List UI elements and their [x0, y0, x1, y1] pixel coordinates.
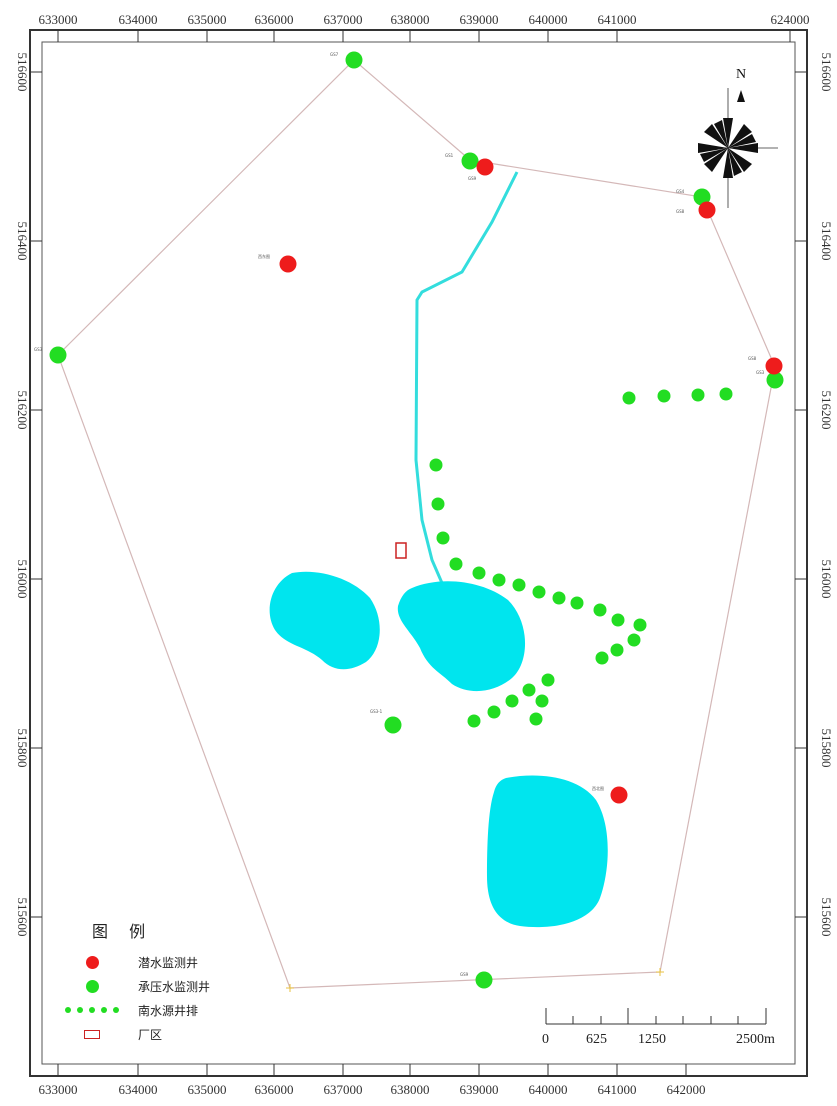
plant-area — [395, 542, 407, 559]
well-label: GS9 — [460, 972, 469, 977]
bottom-tick-label: 633000 — [39, 1082, 78, 1097]
bottom-tick-label: 635000 — [188, 1082, 227, 1097]
top-tick-label: 624000 — [771, 12, 810, 27]
legend: 图 例 潜水监测井 承压水监测井 南水源井排 厂区 — [62, 918, 262, 1046]
pond-south — [487, 775, 608, 928]
right-tick-label: 515800 — [819, 729, 834, 768]
well-labels: GS7 GS1 GS9 GS4 GS8 西东图 GS3 GS8 GS3 GS3-… — [34, 52, 765, 977]
top-tick-label: 637000 — [324, 12, 363, 27]
well-label: GS8 — [676, 209, 685, 214]
confined-well — [766, 371, 784, 389]
left-tick-label: 515600 — [15, 898, 30, 937]
pond-central — [397, 581, 526, 692]
right-tick-label: 516400 — [819, 222, 834, 261]
river — [414, 171, 519, 584]
bottom-tick-label: 640000 — [529, 1082, 568, 1097]
phreatic-well — [279, 255, 297, 273]
well-label: GS8 — [748, 356, 757, 361]
bottom-tick-label: 638000 — [391, 1082, 430, 1097]
scale-label: 625 — [586, 1032, 607, 1047]
left-tick-label: 515800 — [15, 729, 30, 768]
bottom-tick-label: 641000 — [598, 1082, 637, 1097]
left-tick-label: 516600 — [15, 53, 30, 92]
bottom-tick-label: 639000 — [460, 1082, 499, 1097]
top-tick-label: 641000 — [598, 12, 637, 27]
well-label: GS9 — [468, 176, 477, 181]
map-frame-inner — [41, 41, 796, 1065]
well-label: GS3 — [34, 347, 43, 352]
well-label: GS4 — [676, 189, 685, 194]
phreatic-well — [610, 786, 628, 804]
boundary-vertex-markers — [286, 968, 664, 992]
confined-well — [693, 188, 711, 206]
red-dot-icon — [85, 955, 99, 969]
top-tick-label: 635000 — [188, 12, 227, 27]
north-label: N — [736, 67, 746, 82]
green-dot-icon — [85, 979, 99, 993]
top-tick-label: 639000 — [460, 12, 499, 27]
right-tick-label: 516600 — [819, 53, 834, 92]
plant-rect-icon — [84, 1029, 100, 1039]
top-tick-label: 633000 — [39, 12, 78, 27]
bottom-tick-label: 642000 — [667, 1082, 706, 1097]
legend-label: 厂区 — [138, 1027, 163, 1042]
bottom-tick-label: 637000 — [324, 1082, 363, 1097]
legend-label: 南水源井排 — [138, 1003, 199, 1018]
pond-west — [269, 571, 380, 670]
legend-label: 潜水监测井 — [138, 955, 199, 970]
well-label: GS3-1 — [370, 709, 383, 714]
legend-title: 图 例 — [92, 922, 154, 941]
south-source-well-row — [429, 387, 733, 728]
bottom-tick-label: 634000 — [119, 1082, 158, 1097]
legend-item: 厂区 — [62, 1022, 262, 1046]
confined-well — [475, 971, 493, 989]
bottom-tick-label: 636000 — [255, 1082, 294, 1097]
left-tick-label: 516000 — [15, 560, 30, 599]
top-tick-label: 640000 — [529, 12, 568, 27]
left-tick-label: 516400 — [15, 222, 30, 261]
scale-label: 0 — [542, 1032, 549, 1047]
well-label: GS7 — [330, 52, 339, 57]
map-frame-outer — [29, 29, 808, 1077]
legend-item: 承压水监测井 — [62, 974, 262, 998]
top-tick-label: 636000 — [255, 12, 294, 27]
top-tick-label: 634000 — [119, 12, 158, 27]
well-label: GS3 — [756, 370, 765, 375]
right-tick-label: 516000 — [819, 560, 834, 599]
scale-bar-ruler — [545, 1008, 767, 1025]
right-tick-label: 516200 — [819, 391, 834, 430]
study-area-boundary — [57, 59, 776, 989]
phreatic-well — [765, 357, 783, 375]
confined-well — [461, 152, 479, 170]
legend-item: 潜水监测井 — [62, 950, 262, 974]
coordinate-ticks: 633000 634000 635000 636000 637000 638000 6390… — [15, 12, 834, 1097]
top-tick-label: 638000 — [391, 12, 430, 27]
north-arrow-icon: N — [698, 67, 778, 208]
scale-bar: 0 625 1250 2500m — [540, 996, 790, 1066]
confined-well — [384, 716, 402, 734]
scale-label: 1250 — [638, 1032, 666, 1047]
legend-label: 承压水监测井 — [138, 979, 211, 994]
well-label: 西北图 — [592, 785, 604, 791]
confined-wells — [49, 51, 784, 989]
phreatic-well — [698, 201, 716, 219]
legend-item: 南水源井排 — [62, 998, 262, 1022]
confined-well — [49, 346, 67, 364]
confined-well — [345, 51, 363, 69]
scale-label: 2500m — [736, 1032, 775, 1047]
left-tick-label: 516200 — [15, 391, 30, 430]
well-label: 西东图 — [258, 253, 270, 259]
right-tick-label: 515600 — [819, 898, 834, 937]
dotted-line-icon — [65, 1007, 119, 1013]
phreatic-well — [476, 158, 494, 176]
well-label: GS1 — [445, 153, 454, 158]
phreatic-wells — [279, 158, 783, 804]
